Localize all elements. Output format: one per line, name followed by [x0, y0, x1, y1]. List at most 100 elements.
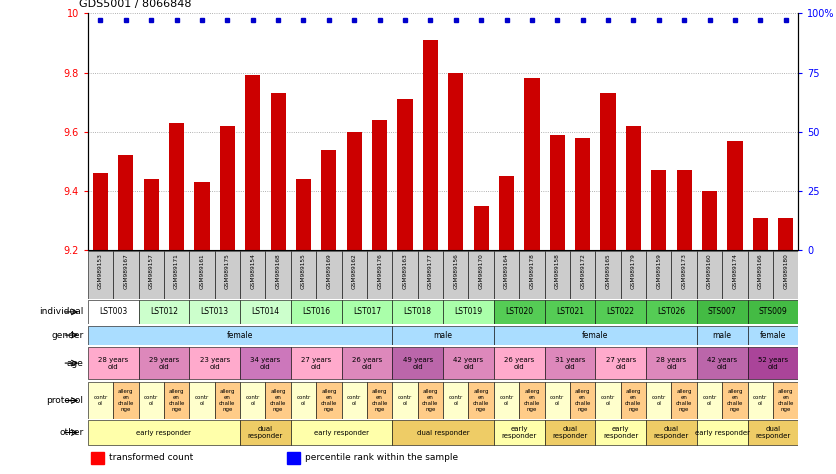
Text: age: age: [67, 359, 84, 367]
Bar: [595, 251, 620, 299]
Bar: [702, 191, 717, 250]
Text: allerg
en
challe
nge: allerg en challe nge: [219, 389, 236, 412]
Bar: [215, 383, 240, 419]
Bar: [139, 251, 164, 299]
Bar: [423, 40, 438, 250]
Bar: [265, 383, 291, 419]
Text: dual
responder: dual responder: [756, 426, 791, 439]
Bar: [164, 383, 189, 419]
Text: allerg
en
challe
nge: allerg en challe nge: [574, 389, 591, 412]
Bar: [646, 300, 697, 324]
Bar: [697, 420, 747, 445]
Bar: [139, 383, 164, 419]
Bar: [747, 383, 773, 419]
Bar: [144, 179, 159, 250]
Bar: [570, 383, 595, 419]
Bar: [773, 383, 798, 419]
Bar: [316, 383, 342, 419]
Text: individual: individual: [39, 308, 84, 316]
Bar: [727, 141, 742, 250]
Bar: [291, 251, 316, 299]
Text: LST014: LST014: [252, 308, 279, 316]
Text: dual
responder: dual responder: [247, 426, 283, 439]
Text: 42 years
old: 42 years old: [707, 356, 737, 370]
Bar: [342, 346, 392, 380]
Text: GSM989174: GSM989174: [732, 253, 737, 289]
Bar: [240, 346, 291, 380]
Text: contr
ol: contr ol: [753, 395, 767, 406]
Text: LST026: LST026: [657, 308, 686, 316]
Text: 29 years
old: 29 years old: [149, 356, 179, 370]
Bar: [544, 346, 595, 380]
Bar: [245, 75, 260, 250]
Bar: [418, 383, 443, 419]
Bar: [88, 300, 139, 324]
Text: male: male: [713, 331, 732, 339]
Text: contr
ol: contr ol: [297, 395, 311, 406]
Text: GSM989159: GSM989159: [656, 253, 661, 289]
Text: LST016: LST016: [302, 308, 330, 316]
Text: GSM989164: GSM989164: [504, 253, 509, 289]
Text: 34 years
old: 34 years old: [250, 356, 281, 370]
Text: GSM989168: GSM989168: [276, 253, 281, 289]
Text: contr
ol: contr ol: [94, 395, 108, 406]
Bar: [88, 251, 113, 299]
Bar: [291, 420, 392, 445]
Bar: [443, 251, 468, 299]
Text: GSM989158: GSM989158: [555, 253, 560, 289]
Text: early responder: early responder: [695, 429, 750, 436]
Text: GSM989162: GSM989162: [352, 253, 357, 289]
Text: contr
ol: contr ol: [499, 395, 513, 406]
Bar: [752, 218, 768, 250]
Text: LST003: LST003: [99, 308, 127, 316]
Bar: [676, 170, 692, 250]
Bar: [697, 346, 747, 380]
Bar: [392, 383, 418, 419]
Text: STS009: STS009: [758, 308, 788, 316]
Text: GSM989161: GSM989161: [200, 253, 205, 289]
Bar: [443, 300, 494, 324]
Text: GSM989156: GSM989156: [453, 253, 458, 289]
Bar: [443, 383, 468, 419]
Text: GSM989169: GSM989169: [326, 253, 331, 289]
Text: contr
ol: contr ol: [195, 395, 209, 406]
Bar: [519, 383, 544, 419]
Bar: [342, 300, 392, 324]
Text: allerg
en
challe
nge: allerg en challe nge: [270, 389, 286, 412]
Bar: [93, 173, 108, 250]
Text: GSM989173: GSM989173: [681, 253, 686, 289]
Text: gender: gender: [51, 331, 84, 339]
Text: allerg
en
challe
nge: allerg en challe nge: [473, 389, 489, 412]
Text: allerg
en
challe
nge: allerg en challe nge: [625, 389, 641, 412]
Bar: [169, 123, 184, 250]
Bar: [240, 251, 266, 299]
Bar: [570, 251, 595, 299]
Bar: [595, 346, 646, 380]
Bar: [473, 206, 489, 250]
Bar: [722, 383, 747, 419]
Text: allerg
en
challe
nge: allerg en challe nge: [422, 389, 439, 412]
Bar: [113, 251, 139, 299]
Bar: [291, 300, 342, 324]
Bar: [595, 420, 646, 445]
Bar: [392, 346, 443, 380]
Text: LST017: LST017: [353, 308, 381, 316]
Bar: [321, 150, 336, 250]
Bar: [626, 126, 641, 250]
Text: GSM989166: GSM989166: [757, 253, 762, 289]
Bar: [747, 346, 798, 380]
Text: female: female: [582, 331, 609, 339]
Text: GSM989160: GSM989160: [707, 253, 712, 289]
Bar: [697, 326, 747, 345]
Bar: [91, 452, 104, 464]
Text: contr
ol: contr ol: [144, 395, 158, 406]
Text: GSM989155: GSM989155: [301, 253, 306, 289]
Bar: [189, 300, 240, 324]
Text: GSM989171: GSM989171: [174, 253, 179, 289]
Text: 26 years
old: 26 years old: [352, 356, 382, 370]
Text: GSM989180: GSM989180: [783, 253, 788, 289]
Bar: [189, 251, 215, 299]
Bar: [113, 383, 139, 419]
Bar: [575, 137, 590, 250]
Text: female: female: [760, 331, 786, 339]
